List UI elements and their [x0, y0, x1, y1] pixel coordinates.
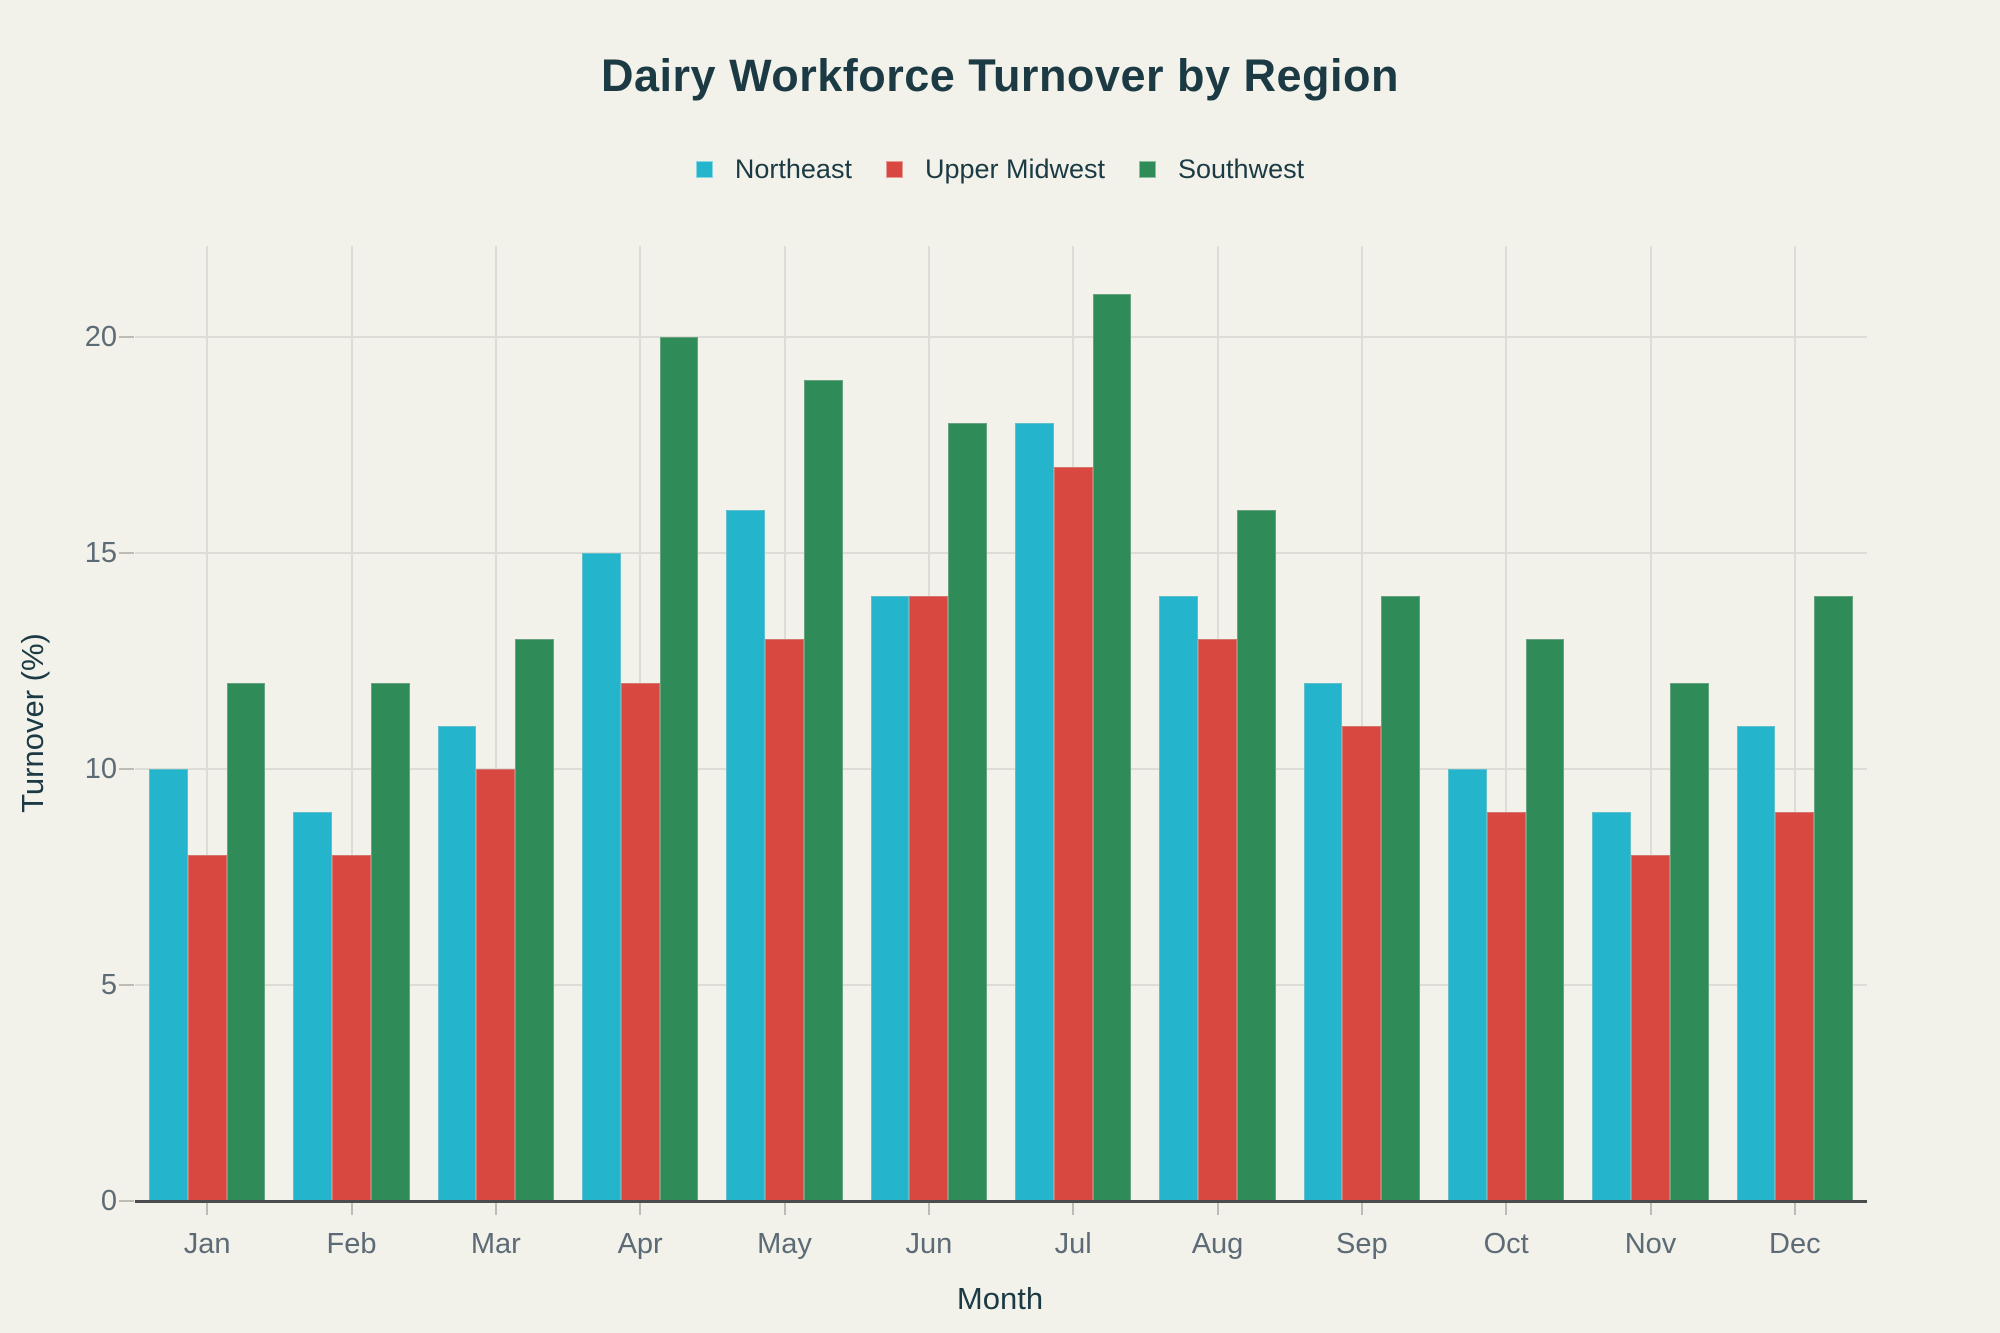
bar-southwest-oct: [1525, 639, 1565, 1201]
gridline-vertical-feb: [350, 246, 353, 1201]
bar-southwest-aug: [1236, 509, 1276, 1201]
bar-upper-midwest-may: [765, 639, 804, 1201]
y-tick-mark-20: [119, 336, 134, 338]
x-tick-label-feb: Feb: [326, 1228, 377, 1260]
legend-swatch-southwest: [1139, 160, 1157, 178]
gridline-vertical-nov: [1649, 246, 1652, 1201]
bar-upper-midwest-apr: [620, 682, 660, 1201]
legend-item-upper-midwest[interactable]: Upper Midwest: [885, 153, 1106, 185]
bar-southwest-feb: [370, 682, 410, 1201]
bar-upper-midwest-sep: [1342, 725, 1382, 1201]
y-tick-mark-0: [119, 1200, 134, 1202]
bar-upper-midwest-feb: [332, 855, 371, 1201]
legend-item-southwest[interactable]: Southwest: [1139, 154, 1304, 185]
y-tick-label-5: 5: [100, 969, 117, 1001]
y-tick-mark-5: [119, 984, 134, 986]
bar-northeast-may: [726, 509, 766, 1201]
y-tick-mark-10: [119, 768, 134, 770]
gridline-horizontal-10: [135, 768, 1867, 770]
bar-northeast-mar: [437, 725, 477, 1201]
bar-upper-midwest-aug: [1198, 639, 1237, 1201]
y-axis-title: Turnover (%): [15, 633, 50, 813]
bar-upper-midwest-mar: [476, 769, 516, 1201]
x-tick-label-nov: Nov: [1624, 1228, 1677, 1260]
y-tick-label-0: 0: [100, 1185, 117, 1217]
x-axis-title: Month: [956, 1281, 1044, 1316]
bar-upper-midwest-nov: [1631, 855, 1670, 1201]
bar-southwest-nov: [1669, 682, 1709, 1201]
bar-northeast-feb: [293, 812, 333, 1201]
legend-label-southwest: Southwest: [1178, 153, 1305, 184]
x-tick-mark-dec: [1793, 1203, 1796, 1215]
x-tick-mark-feb: [350, 1203, 353, 1215]
x-tick-label-aug: Aug: [1191, 1228, 1244, 1260]
bar-northeast-jun: [870, 596, 910, 1201]
legend-label-northeast: Northeast: [734, 153, 852, 184]
y-tick-label-20: 20: [84, 321, 117, 353]
bar-upper-midwest-jan: [187, 855, 227, 1201]
bar-upper-midwest-jul: [1053, 466, 1093, 1201]
plot-area: [135, 246, 1867, 1201]
bar-southwest-may: [803, 380, 843, 1201]
x-tick-label-sep: Sep: [1336, 1228, 1388, 1260]
bar-northeast-oct: [1447, 769, 1487, 1201]
gridline-horizontal-20: [135, 336, 1867, 338]
x-tick-mark-aug: [1216, 1203, 1219, 1215]
bar-southwest-jan: [226, 682, 266, 1201]
x-tick-mark-jan: [206, 1203, 209, 1215]
bar-southwest-sep: [1381, 596, 1421, 1201]
x-tick-mark-may: [783, 1203, 786, 1215]
y-tick-mark-15: [119, 552, 134, 554]
gridline-horizontal-15: [135, 552, 1867, 554]
gridline-vertical-dec: [1793, 246, 1796, 1201]
x-tick-label-oct: Oct: [1483, 1228, 1529, 1260]
bar-southwest-dec: [1814, 596, 1854, 1201]
gridline-vertical-jan: [206, 246, 209, 1201]
x-tick-label-jan: Jan: [183, 1228, 231, 1260]
bar-northeast-dec: [1736, 725, 1776, 1201]
x-tick-mark-apr: [639, 1203, 642, 1215]
x-axis-line: [135, 1200, 1867, 1203]
bar-northeast-apr: [581, 553, 621, 1201]
bar-southwest-mar: [515, 639, 555, 1201]
bar-northeast-nov: [1592, 812, 1632, 1201]
bar-northeast-sep: [1303, 682, 1343, 1201]
bar-southwest-jun: [948, 423, 988, 1201]
x-tick-mark-sep: [1360, 1203, 1363, 1215]
x-tick-label-mar: Mar: [470, 1228, 521, 1260]
gridline-horizontal-5: [135, 984, 1867, 986]
legend-swatch-upper-midwest: [885, 160, 903, 178]
bar-southwest-jul: [1092, 293, 1132, 1201]
x-tick-mark-jul: [1072, 1203, 1075, 1215]
bar-northeast-jul: [1014, 423, 1054, 1201]
bar-upper-midwest-jun: [909, 596, 949, 1201]
x-tick-mark-oct: [1505, 1203, 1508, 1215]
x-tick-label-may: May: [757, 1228, 812, 1260]
y-tick-label-10: 10: [84, 753, 117, 785]
bar-northeast-aug: [1159, 596, 1199, 1201]
y-tick-label-15: 15: [84, 537, 117, 569]
x-tick-mark-jun: [927, 1203, 930, 1215]
x-tick-mark-nov: [1649, 1203, 1652, 1215]
x-tick-label-apr: Apr: [617, 1228, 663, 1260]
bar-northeast-jan: [148, 769, 188, 1201]
x-tick-mark-mar: [494, 1203, 497, 1215]
gridline-vertical-mar: [494, 246, 497, 1201]
x-tick-label-dec: Dec: [1769, 1228, 1821, 1260]
bar-upper-midwest-oct: [1486, 812, 1526, 1201]
gridline-vertical-sep: [1360, 246, 1363, 1201]
x-tick-label-jul: Jul: [1054, 1228, 1092, 1260]
legend-item-northeast[interactable]: Northeast: [695, 153, 852, 185]
x-tick-label-jun: Jun: [905, 1228, 953, 1260]
bar-upper-midwest-dec: [1775, 812, 1815, 1201]
legend-label-upper-midwest: Upper Midwest: [924, 153, 1106, 184]
legend: Northeast Upper Midwest Southwest: [0, 148, 2000, 190]
bar-southwest-apr: [659, 337, 699, 1201]
legend-swatch-northeast: [695, 160, 713, 178]
chart-title: Dairy Workforce Turnover by Region: [601, 50, 1399, 101]
gridline-vertical-oct: [1505, 246, 1508, 1201]
